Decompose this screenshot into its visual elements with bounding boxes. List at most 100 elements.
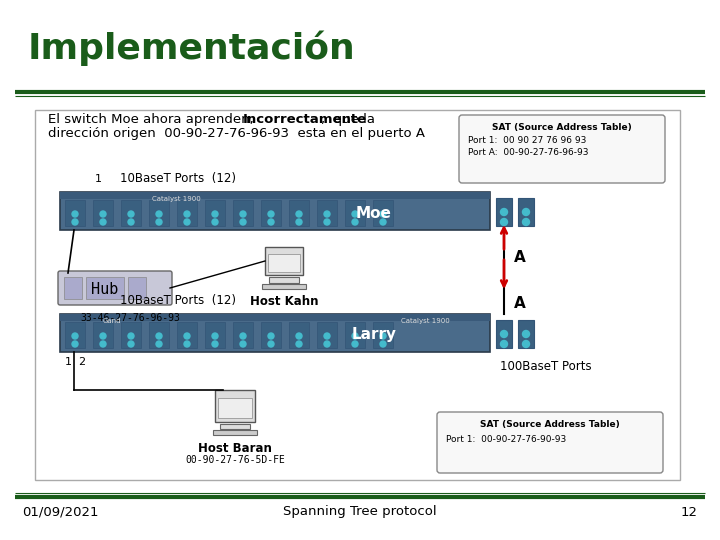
Circle shape [100,211,106,217]
Circle shape [523,341,529,348]
Bar [373,200,393,226]
Circle shape [212,333,218,339]
Bar [205,322,225,348]
Circle shape [296,211,302,217]
Circle shape [240,333,246,339]
Bar [121,200,141,226]
Bar [289,200,309,226]
Text: ,  que la: , que la [321,113,375,126]
Bar [261,200,281,226]
Text: El switch Moe ahora aprenden,: El switch Moe ahora aprenden, [48,113,258,126]
Text: 100BaseT Ports: 100BaseT Ports [500,360,592,373]
Text: Gand: Gand [102,318,121,324]
Text: Host Kahn: Host Kahn [250,295,318,308]
FancyBboxPatch shape [437,412,663,473]
Circle shape [523,208,529,215]
Bar [128,277,146,299]
Text: Port 1:  00-90-27-76-90-93: Port 1: 00-90-27-76-90-93 [446,435,566,444]
Circle shape [352,211,358,217]
Circle shape [100,341,106,347]
Bar [65,322,85,348]
Circle shape [128,219,134,225]
Circle shape [500,341,508,348]
Bar [496,320,512,348]
Circle shape [296,219,302,225]
Circle shape [100,219,106,225]
Circle shape [72,333,78,339]
Bar [60,192,490,199]
Text: Catalyst 1900: Catalyst 1900 [152,196,200,202]
Circle shape [156,219,162,225]
Bar [233,200,253,226]
Circle shape [156,341,162,347]
Circle shape [380,333,386,339]
Text: 10BaseT Ports  (12): 10BaseT Ports (12) [120,294,236,307]
Circle shape [296,341,302,347]
Bar [518,198,534,226]
Circle shape [352,333,358,339]
Text: 1  2: 1 2 [65,357,86,367]
Circle shape [184,341,190,347]
Bar [60,314,490,321]
Circle shape [324,333,330,339]
Circle shape [212,219,218,225]
Text: Host Baran: Host Baran [198,442,272,455]
Text: 1: 1 [95,174,102,184]
Bar [265,247,303,275]
Text: Incorrectamente: Incorrectamente [243,113,367,126]
Circle shape [72,211,78,217]
Circle shape [380,211,386,217]
Text: 12: 12 [681,505,698,518]
Text: Port A:  00-90-27-76-96-93: Port A: 00-90-27-76-96-93 [468,148,588,157]
Circle shape [324,211,330,217]
Circle shape [240,211,246,217]
Circle shape [352,219,358,225]
Circle shape [380,341,386,347]
Circle shape [268,341,274,347]
Circle shape [500,219,508,226]
Text: Spanning Tree protocol: Spanning Tree protocol [283,505,437,518]
Circle shape [184,333,190,339]
Text: dirección origen  00-90-27-76-96-93  esta en el puerto A: dirección origen 00-90-27-76-96-93 esta … [48,127,425,140]
Bar [289,322,309,348]
Text: 01/09/2021: 01/09/2021 [22,505,99,518]
Text: Catalyst 1900: Catalyst 1900 [401,318,450,324]
Bar [262,284,306,289]
Bar [345,322,365,348]
Text: Implementación: Implementación [28,30,356,65]
Bar [213,430,257,435]
Bar [233,322,253,348]
Circle shape [72,219,78,225]
Bar [65,200,85,226]
Bar [121,322,141,348]
FancyBboxPatch shape [459,115,665,183]
Bar [177,200,197,226]
Circle shape [500,208,508,215]
Text: A: A [514,296,526,311]
Circle shape [184,211,190,217]
Bar [268,254,300,272]
Circle shape [500,330,508,338]
Text: SAT (Source Address Table): SAT (Source Address Table) [480,420,620,429]
Circle shape [523,219,529,226]
Bar [496,198,512,226]
Bar [93,322,113,348]
Circle shape [184,219,190,225]
Text: 00-90-27-76-5D-FE: 00-90-27-76-5D-FE [185,455,285,465]
Text: A: A [514,250,526,265]
Bar [60,192,490,230]
Circle shape [240,341,246,347]
Bar [93,200,113,226]
Circle shape [128,333,134,339]
Bar [518,320,534,348]
Bar [205,200,225,226]
Text: Port 1:  00 90 27 76 96 93: Port 1: 00 90 27 76 96 93 [468,136,586,145]
Circle shape [72,341,78,347]
Bar [261,322,281,348]
Circle shape [100,333,106,339]
Bar [60,314,490,352]
Bar [149,200,169,226]
Text: 10BaseT Ports  (12): 10BaseT Ports (12) [120,172,236,185]
Text: Hub: Hub [91,282,119,298]
Circle shape [296,333,302,339]
